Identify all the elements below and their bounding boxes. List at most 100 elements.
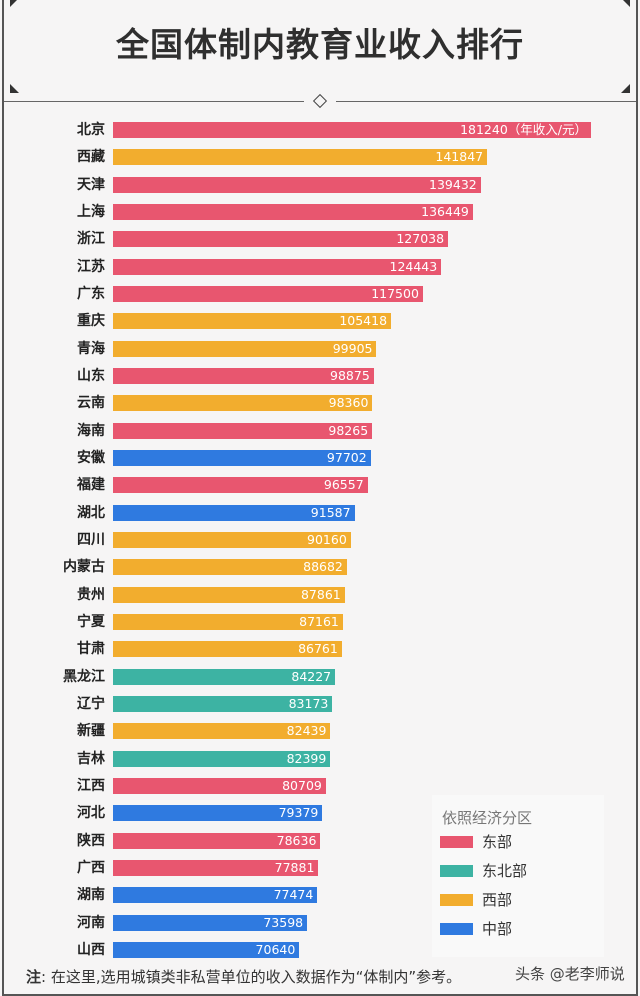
- data-label: 84227: [291, 669, 331, 685]
- data-label: 79379: [279, 805, 319, 821]
- legend-label: 西部: [482, 891, 513, 909]
- value-text: 87161: [299, 613, 339, 629]
- data-label: 124443: [390, 259, 438, 275]
- chart-title: 全国体制内教育业收入排行: [116, 25, 524, 64]
- category-label: 浙江: [77, 231, 105, 248]
- data-label: 96557: [324, 477, 364, 493]
- category-label: 湖南: [77, 887, 105, 904]
- category-label: 陕西: [77, 832, 105, 849]
- legend-swatch: [440, 836, 473, 848]
- data-label: 73598: [263, 915, 303, 931]
- value-text: 136449: [421, 203, 469, 219]
- value-text: 79379: [278, 805, 319, 821]
- value-text: 70640: [255, 941, 296, 957]
- legend-title: 依照经济分区: [442, 809, 533, 827]
- bar: [113, 122, 591, 138]
- value-text: 83173: [288, 695, 329, 711]
- legend-label: 中部: [482, 920, 513, 938]
- bar: [113, 586, 345, 603]
- divider: [4, 101, 304, 102]
- data-label: 139432: [429, 177, 477, 193]
- category-label: 北京: [77, 122, 105, 138]
- bar: [113, 805, 323, 822]
- bar: [113, 777, 326, 794]
- category-label: 广西: [77, 859, 105, 876]
- category-label: 安徽: [77, 449, 105, 466]
- data-label: 87861: [301, 587, 341, 603]
- value-text: 77474: [273, 887, 314, 903]
- category-label: 重庆: [77, 313, 105, 330]
- data-label: 136449: [421, 204, 469, 220]
- category-label: 辽宁: [77, 695, 105, 712]
- category-label: 福建: [77, 477, 105, 494]
- bar: [113, 859, 319, 876]
- data-label: 86761: [298, 641, 338, 657]
- category-label: 海南: [77, 422, 105, 439]
- bar: [113, 668, 336, 685]
- value-text: 73598: [263, 914, 304, 930]
- bar: [113, 941, 300, 958]
- value-text: 82439: [286, 723, 327, 739]
- data-label: 82399: [287, 751, 327, 767]
- bar: [113, 176, 481, 193]
- data-label: 83173: [289, 696, 329, 712]
- bar: [113, 504, 355, 521]
- data-label: 80709: [282, 778, 322, 794]
- bar: [113, 258, 442, 275]
- category-label: 吉林: [77, 750, 105, 767]
- data-label: 70640: [256, 942, 296, 958]
- value-text: 80709: [282, 777, 322, 793]
- value-text: 98360: [328, 395, 369, 411]
- legend: 依照经济分区 东部 东北部 西部 中部: [432, 795, 604, 957]
- value-text: 181240: [460, 122, 508, 137]
- corner-mark: [10, 84, 19, 93]
- bar: [113, 832, 321, 849]
- data-label: 127038: [396, 231, 444, 247]
- data-label: 97702: [327, 450, 367, 466]
- data-label: 78636: [277, 833, 317, 849]
- data-label: 90160: [307, 532, 347, 548]
- footnote-text: : 在这里,选用城镇类非私营单位的收入数据作为“体制内”参考。: [41, 968, 462, 986]
- data-label: 77881: [275, 860, 315, 876]
- data-label: 98360: [329, 395, 369, 411]
- data-label: 87161: [299, 614, 339, 630]
- bar: [113, 395, 373, 412]
- bar: [113, 613, 343, 630]
- value-text: 96557: [323, 477, 364, 493]
- category-label: 黑龙江: [63, 668, 105, 685]
- value-text: 78636: [276, 832, 317, 848]
- value-text: 87861: [300, 586, 341, 602]
- data-label: 117500: [371, 286, 419, 302]
- legend-swatch: [440, 865, 473, 877]
- value-text: 91587: [310, 504, 351, 520]
- category-label: 宁夏: [77, 613, 105, 630]
- legend-swatch: [440, 923, 473, 935]
- data-label: 141847: [435, 149, 483, 165]
- bar: [113, 750, 331, 767]
- corner-mark: [623, 0, 630, 7]
- value-text: 97702: [326, 449, 367, 465]
- value-text: 141847: [435, 149, 484, 165]
- corner-mark: [621, 84, 630, 93]
- unit-label: （年收入/元）: [507, 122, 587, 137]
- bar: [113, 231, 449, 248]
- value-text: 117500: [371, 285, 419, 301]
- category-label: 青海: [77, 340, 105, 357]
- category-label: 江苏: [77, 258, 105, 275]
- bar: [113, 422, 373, 439]
- watermark: 头条 @老李师说: [515, 965, 625, 983]
- data-label: 99905: [333, 341, 373, 357]
- value-text: 86761: [298, 641, 338, 657]
- category-label: 甘肃: [77, 641, 105, 658]
- category-label: 河北: [77, 805, 105, 822]
- corner-mark: [10, 0, 17, 7]
- bar: [113, 723, 331, 740]
- value-text: 77881: [274, 859, 315, 875]
- legend-swatch: [440, 894, 473, 906]
- category-label: 湖北: [77, 504, 105, 521]
- data-label: 181240（年收入/元）: [460, 122, 587, 138]
- value-text: 82399: [286, 750, 327, 766]
- category-label: 内蒙古: [63, 559, 105, 576]
- bar: [113, 340, 377, 357]
- data-label: 105418: [339, 313, 387, 329]
